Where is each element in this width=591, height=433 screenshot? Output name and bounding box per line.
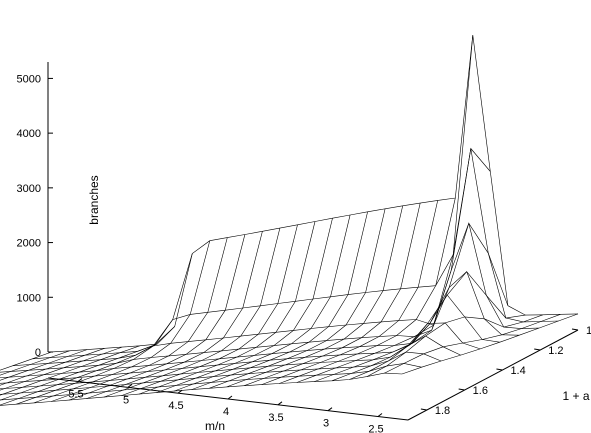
x-tick-mark bbox=[177, 389, 183, 394]
surface-column-line bbox=[0, 351, 53, 371]
surface-column-line bbox=[121, 224, 298, 396]
surface-column-line bbox=[0, 345, 140, 396]
surface-column-line bbox=[33, 240, 211, 404]
surface-column-line bbox=[103, 228, 281, 398]
surface-column-line bbox=[349, 271, 526, 380]
z-axis-title: branches bbox=[87, 175, 101, 224]
surface-column-line bbox=[226, 205, 403, 388]
axes bbox=[47, 62, 579, 421]
z-tick-group: 0 1000 2000 3000 4000 5000 bbox=[17, 73, 53, 359]
surface-column-line bbox=[191, 211, 368, 390]
x-tick-label: 5 bbox=[123, 394, 129, 406]
z-tick-label: 0 bbox=[35, 347, 41, 359]
y-tick-mark bbox=[496, 368, 503, 371]
surface-column-line bbox=[86, 231, 263, 399]
surface-column-line bbox=[244, 203, 421, 386]
surface-row-line bbox=[51, 34, 579, 353]
y-tick-label: 1.4 bbox=[510, 365, 525, 377]
surface-column-line bbox=[401, 313, 579, 375]
x-tick-mark bbox=[127, 383, 133, 388]
surface-column-line bbox=[0, 343, 158, 401]
surface-column-line bbox=[0, 349, 88, 381]
surface-column-line bbox=[261, 200, 438, 385]
surface-column-line bbox=[0, 348, 105, 386]
z-tick-label: 4000 bbox=[17, 128, 41, 140]
surface-column-line bbox=[0, 346, 123, 391]
z-tick-label: 1000 bbox=[17, 292, 41, 304]
z-tick-label: 3000 bbox=[17, 183, 41, 195]
right-y-axis-line bbox=[407, 329, 579, 421]
x-tick-mark bbox=[377, 413, 383, 417]
z-tick-label: 2000 bbox=[17, 238, 41, 250]
surface-mesh bbox=[0, 34, 579, 406]
y-tick-mark bbox=[534, 348, 541, 351]
surface-column-line bbox=[138, 221, 316, 395]
surface-column-line bbox=[279, 197, 456, 384]
surface-column-line bbox=[156, 218, 333, 393]
surface-column-line bbox=[384, 314, 561, 374]
surface-column-line bbox=[16, 253, 193, 405]
x-tick-mark bbox=[277, 401, 283, 406]
surface-column-line bbox=[51, 237, 228, 402]
surface-column-line bbox=[0, 326, 175, 406]
x-tick-mark bbox=[227, 395, 233, 400]
y-tick-mark bbox=[458, 388, 465, 391]
y-tick-mark bbox=[420, 408, 427, 411]
y-tick-label: 1 bbox=[586, 325, 591, 337]
surface-column-line bbox=[314, 147, 491, 382]
x-tick-group: 5.5 5 4.5 4 3.5 3 2.5 bbox=[68, 378, 384, 433]
x-tick-label: 4.5 bbox=[168, 400, 183, 412]
surface-column-line bbox=[68, 234, 246, 401]
x-tick-mark bbox=[77, 378, 83, 382]
z-tick-label: 5000 bbox=[17, 73, 41, 85]
surface-column-line bbox=[0, 350, 70, 376]
x-tick-label: 5.5 bbox=[68, 389, 83, 401]
surface-column-line bbox=[173, 214, 351, 392]
y-tick-mark bbox=[571, 328, 579, 331]
y-tick-label: 1.2 bbox=[548, 345, 563, 357]
surface-column-line bbox=[366, 314, 544, 377]
x-tick-label: 2.5 bbox=[368, 424, 383, 433]
y-axis-title: 1 + a bbox=[562, 389, 589, 403]
surface-row-line bbox=[0, 335, 461, 390]
x-tick-mark bbox=[327, 407, 333, 412]
x-tick-label: 3.5 bbox=[268, 412, 283, 424]
x-axis-title: m/n bbox=[205, 419, 225, 433]
surface-column-line bbox=[296, 34, 474, 383]
y-tick-label: 1.8 bbox=[435, 405, 450, 417]
surface-column-line bbox=[208, 208, 386, 389]
x-tick-label: 3 bbox=[323, 418, 329, 430]
surface-column-line bbox=[331, 222, 509, 382]
y-tick-group: 1 1.2 1.4 1.6 1.8 bbox=[420, 325, 591, 417]
y-tick-label: 1.6 bbox=[473, 385, 488, 397]
x-tick-label: 4 bbox=[223, 406, 229, 418]
